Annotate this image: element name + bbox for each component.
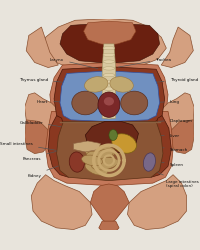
Ellipse shape	[103, 54, 114, 57]
Ellipse shape	[103, 98, 113, 106]
Polygon shape	[102, 45, 115, 120]
Ellipse shape	[86, 152, 111, 165]
Text: Trachea: Trachea	[118, 58, 170, 68]
Polygon shape	[31, 175, 92, 230]
Text: Kidney: Kidney	[27, 163, 66, 177]
Ellipse shape	[103, 81, 114, 84]
Ellipse shape	[97, 93, 119, 118]
Ellipse shape	[81, 156, 102, 166]
Polygon shape	[90, 184, 129, 226]
Polygon shape	[169, 120, 193, 154]
Text: Gallbladder: Gallbladder	[19, 120, 106, 135]
Text: Thyroid gland: Thyroid gland	[136, 78, 197, 85]
Polygon shape	[26, 28, 58, 68]
Polygon shape	[56, 122, 162, 181]
Text: Diaphragm: Diaphragm	[157, 118, 192, 122]
Polygon shape	[127, 175, 186, 230]
Ellipse shape	[108, 130, 117, 141]
Polygon shape	[85, 122, 138, 154]
Ellipse shape	[85, 162, 107, 176]
Polygon shape	[48, 116, 73, 178]
Polygon shape	[73, 142, 100, 152]
Ellipse shape	[103, 108, 114, 111]
Text: Heart: Heart	[37, 100, 95, 104]
Polygon shape	[159, 94, 193, 133]
Text: Large intestines
(spiral colon): Large intestines (spiral colon)	[145, 168, 198, 188]
Text: Small intestines: Small intestines	[0, 142, 82, 155]
Polygon shape	[50, 63, 167, 119]
Ellipse shape	[103, 68, 114, 71]
Ellipse shape	[90, 150, 113, 162]
Ellipse shape	[143, 153, 155, 172]
Ellipse shape	[85, 146, 115, 159]
Polygon shape	[98, 221, 118, 232]
Text: Liver: Liver	[138, 134, 179, 138]
Polygon shape	[60, 24, 159, 64]
Polygon shape	[60, 72, 159, 122]
Polygon shape	[83, 22, 135, 46]
Ellipse shape	[103, 101, 114, 104]
Polygon shape	[145, 116, 171, 178]
Ellipse shape	[84, 77, 107, 93]
Polygon shape	[24, 94, 60, 133]
Polygon shape	[160, 28, 192, 68]
Ellipse shape	[103, 88, 114, 91]
Polygon shape	[54, 68, 164, 122]
Polygon shape	[45, 112, 172, 186]
Polygon shape	[41, 20, 165, 68]
Ellipse shape	[109, 77, 133, 93]
Text: Thymus gland: Thymus gland	[19, 78, 82, 85]
Ellipse shape	[91, 158, 117, 170]
Polygon shape	[24, 120, 50, 154]
Ellipse shape	[103, 47, 114, 50]
Ellipse shape	[103, 94, 114, 98]
Text: Pancreas: Pancreas	[23, 148, 70, 160]
Text: Lung: Lung	[150, 100, 179, 104]
Ellipse shape	[120, 92, 147, 115]
Ellipse shape	[69, 152, 84, 172]
Ellipse shape	[71, 92, 98, 115]
Text: Larynx: Larynx	[50, 58, 97, 69]
Ellipse shape	[103, 61, 114, 64]
Text: Stomach: Stomach	[139, 146, 187, 152]
Ellipse shape	[103, 74, 114, 78]
Ellipse shape	[111, 134, 136, 154]
Text: Spleen: Spleen	[157, 162, 183, 166]
